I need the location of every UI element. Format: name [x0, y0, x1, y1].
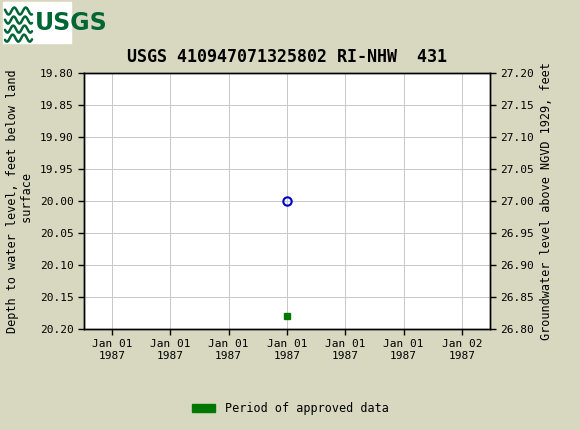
FancyBboxPatch shape — [3, 2, 71, 43]
Legend: Period of approved data: Period of approved data — [187, 397, 393, 420]
Text: USGS: USGS — [35, 11, 108, 35]
Y-axis label: Groundwater level above NGVD 1929, feet: Groundwater level above NGVD 1929, feet — [540, 62, 553, 340]
Y-axis label: Depth to water level, feet below land
 surface: Depth to water level, feet below land su… — [6, 69, 34, 333]
Title: USGS 410947071325802 RI-NHW  431: USGS 410947071325802 RI-NHW 431 — [127, 48, 447, 66]
